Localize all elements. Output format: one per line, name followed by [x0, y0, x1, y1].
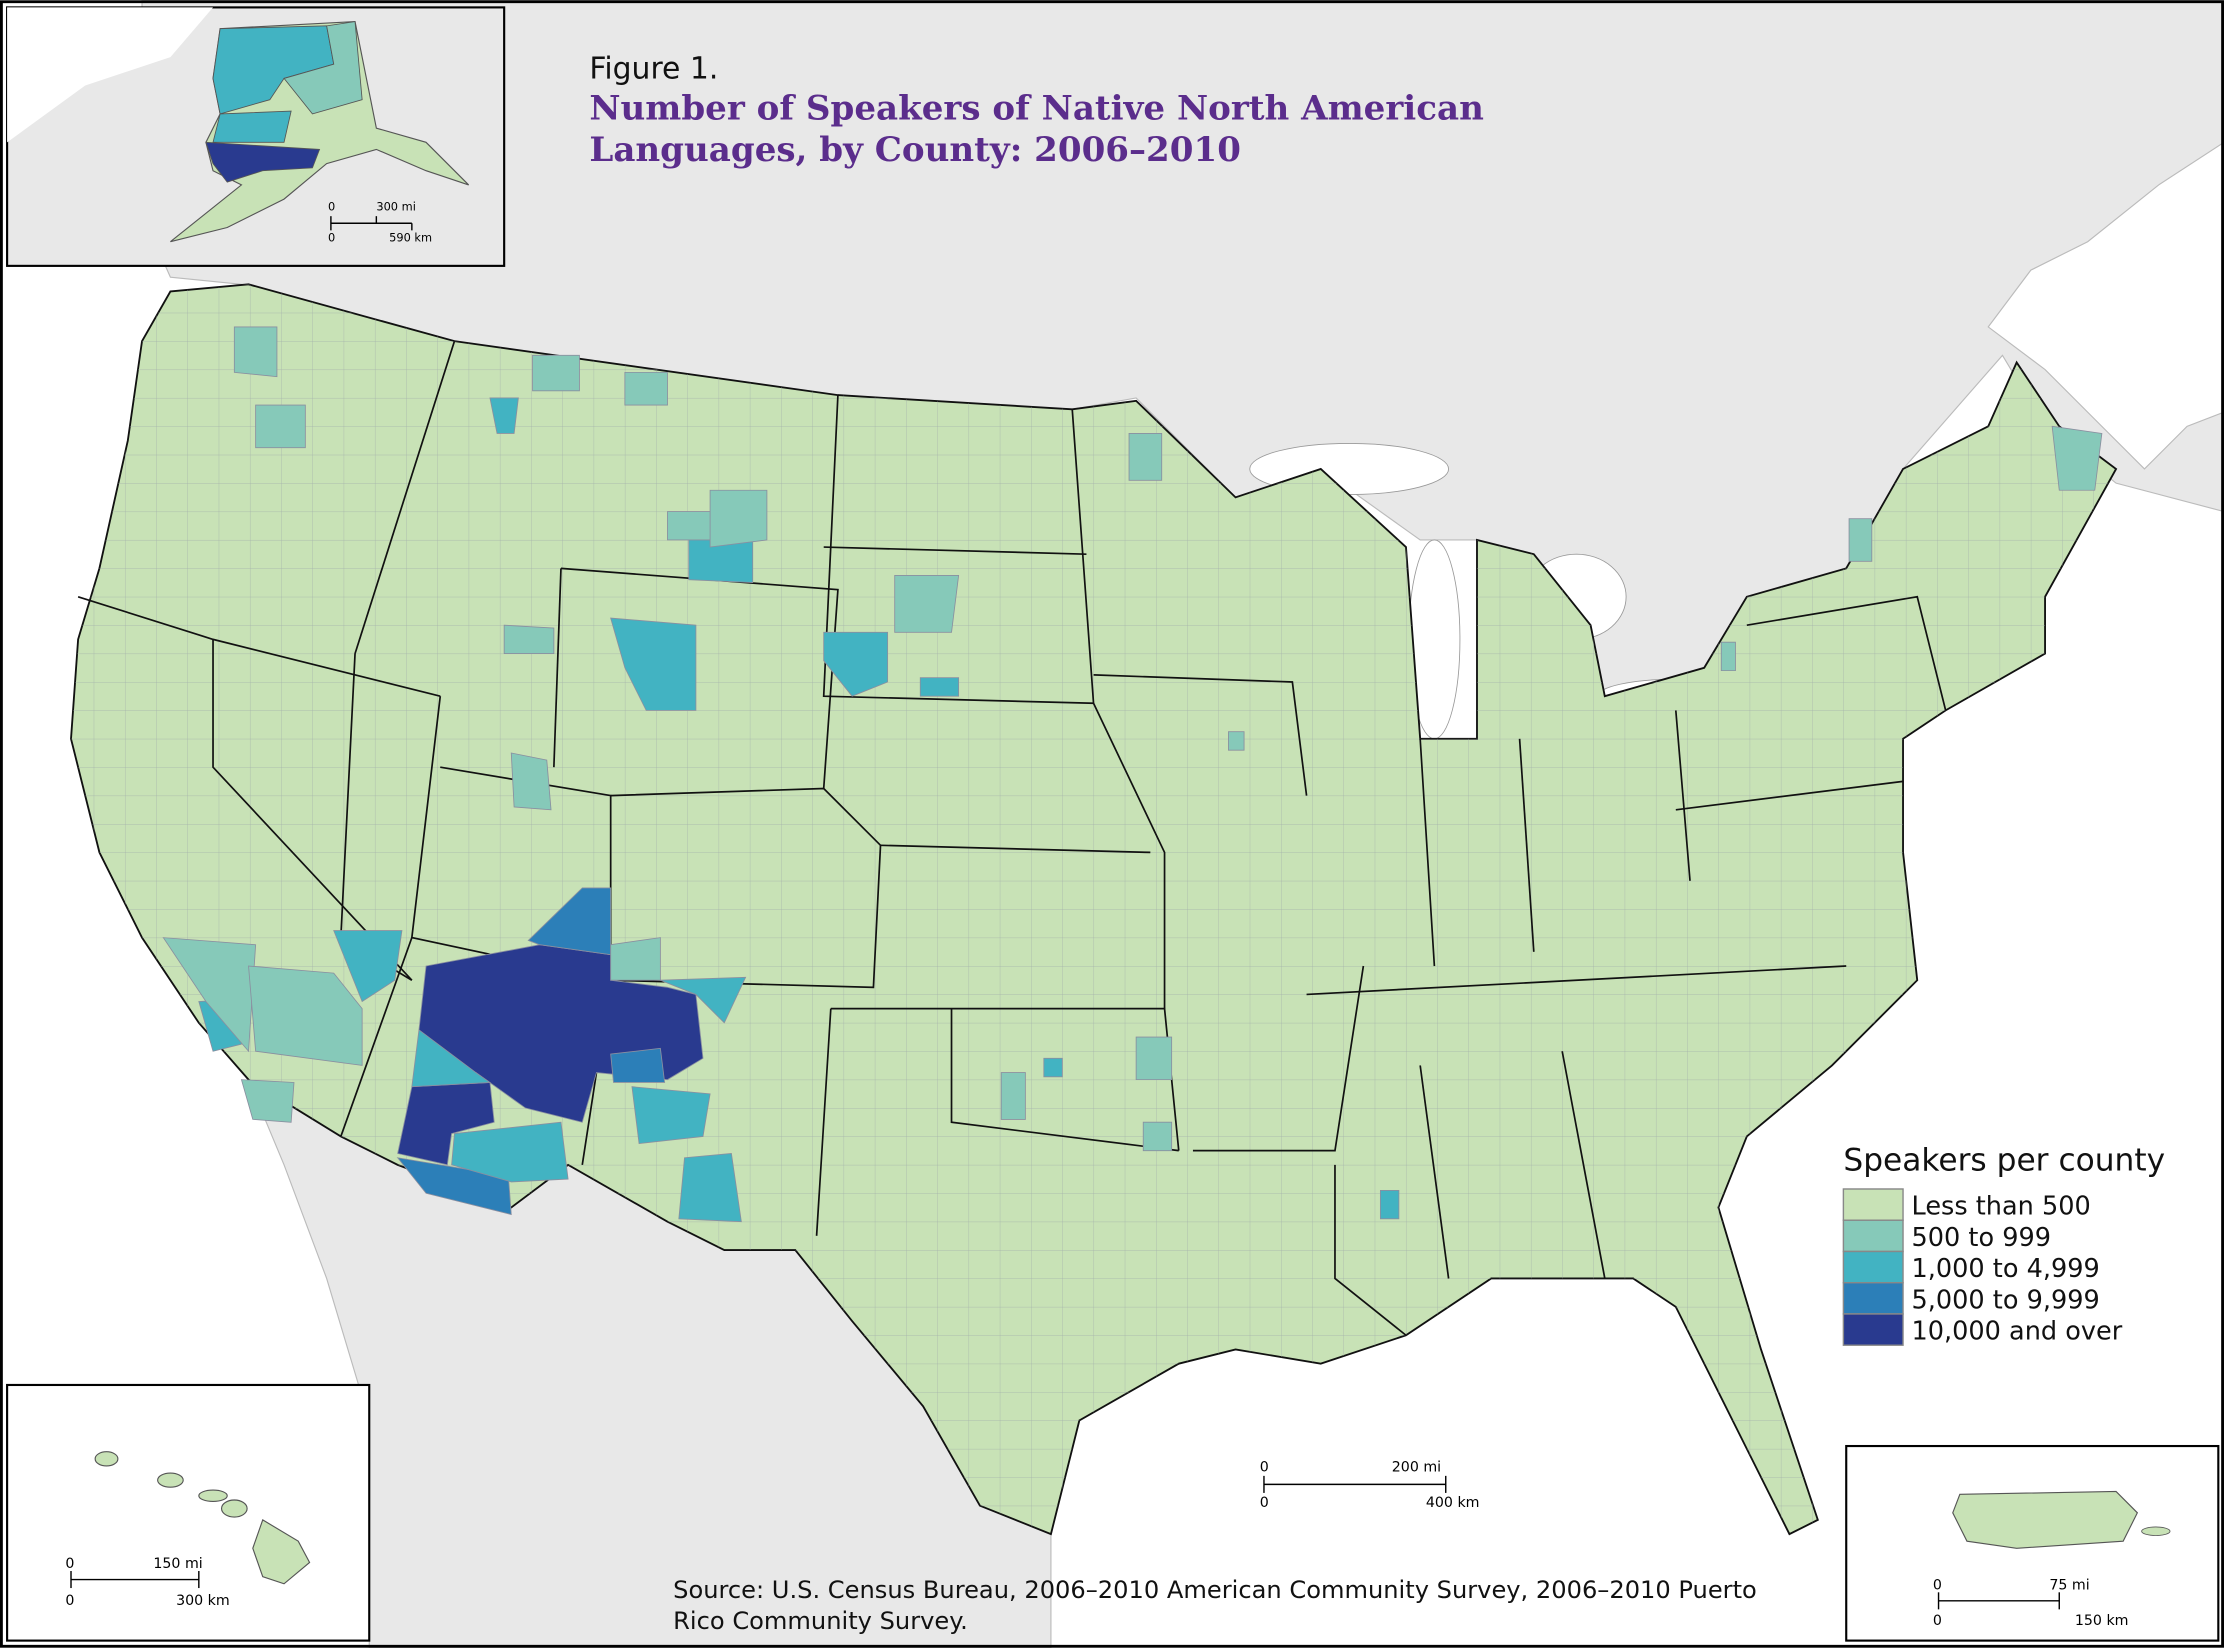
legend-swatch — [1842, 1219, 1904, 1253]
scale-label: 400 km — [1426, 1495, 1480, 1511]
county-class-2 — [1135, 1036, 1173, 1081]
county-class-2 — [667, 511, 711, 541]
legend-swatch — [1842, 1188, 1904, 1221]
scale-label: 300 km — [176, 1593, 230, 1609]
puerto-rico-inset: 0 75 mi 0 150 km — [1845, 1444, 2220, 1642]
legend-label: Less than 500 — [1912, 1192, 2091, 1222]
hawaii-inset: 0 150 mi 0 300 km — [6, 1383, 371, 1642]
county-class-3 — [631, 1086, 711, 1145]
scale-label: 590 km — [389, 231, 432, 245]
county-class-2 — [532, 354, 580, 392]
source-note-line1: Source: U.S. Census Bureau, 2006–2010 Am… — [673, 1576, 1757, 1604]
scale-label: 0 — [65, 1593, 74, 1609]
map-title-line2: Languages, by County: 2006–2010 — [589, 130, 1241, 170]
county-class-2 — [894, 575, 960, 633]
legend-label: 10,000 and over — [1912, 1317, 2123, 1347]
scale-label: 0 — [1260, 1460, 1269, 1476]
county-class-2 — [2051, 425, 2103, 491]
county-boundaries — [71, 284, 2117, 1535]
scale-label: 75 mi — [2049, 1577, 2089, 1593]
county-class-2 — [709, 489, 768, 548]
scale-label: 0 — [65, 1556, 74, 1572]
scale-label: 150 mi — [153, 1556, 202, 1572]
legend-label: 1,000 to 4,999 — [1912, 1254, 2100, 1284]
county-class-4 — [610, 1047, 666, 1083]
legend-swatch — [1842, 1313, 1904, 1346]
county-class-3 — [823, 631, 889, 697]
alaska-inset: 0 300 mi 0 590 km — [6, 6, 506, 267]
county-class-3 — [660, 976, 747, 1024]
scale-label: 0 — [328, 199, 335, 213]
county-class-2 — [233, 326, 278, 378]
legend-label: 5,000 to 9,999 — [1912, 1285, 2100, 1315]
highlighted-counties — [162, 326, 2103, 1223]
county-class-2 — [610, 937, 661, 981]
county-class-3 — [411, 1029, 492, 1088]
scale-label: 300 mi — [376, 199, 416, 213]
scale-label: 0 — [1933, 1613, 1942, 1629]
state-borders — [77, 340, 1947, 1336]
county-class-2 — [1142, 1121, 1173, 1152]
county-class-3 — [610, 617, 697, 711]
county-class-2 — [510, 752, 552, 811]
county-class-3 — [678, 1153, 742, 1223]
county-class-3 — [919, 677, 960, 697]
map-title-line1: Number of Speakers of Native North Ameri… — [589, 89, 1484, 129]
county-class-2 — [1228, 731, 1245, 751]
county-class-2 — [1848, 518, 1873, 562]
scale-label: 0 — [1933, 1577, 1942, 1593]
county-class-3 — [489, 397, 519, 434]
county-class-2 — [624, 371, 668, 406]
legend-swatch — [1842, 1282, 1904, 1315]
county-class-2 — [1000, 1072, 1026, 1120]
legend-title: Speakers per county — [1843, 1143, 2165, 1179]
county-class-2 — [255, 404, 306, 449]
county-class-3 — [1043, 1057, 1063, 1078]
source-note-line2: Rico Community Survey. — [673, 1607, 968, 1635]
county-class-2 — [1720, 641, 1736, 672]
scale-label: 0 — [328, 231, 335, 245]
county-class-3 — [1379, 1189, 1400, 1220]
legend-label: 500 to 999 — [1912, 1223, 2051, 1253]
county-class-2 — [503, 624, 555, 655]
county-class-2 — [248, 965, 363, 1066]
county-class-2 — [162, 937, 257, 1053]
county-class-2 — [1128, 433, 1163, 481]
scale-label: 200 mi — [1392, 1460, 1441, 1476]
scale-label: 0 — [1260, 1495, 1269, 1511]
figure-label: Figure 1. — [589, 51, 718, 86]
county-class-3 — [451, 1121, 569, 1183]
legend-swatch — [1842, 1250, 1904, 1284]
county-class-4 — [527, 887, 612, 956]
main-scale-bar: 0 200 mi 0 400 km — [1260, 1460, 1480, 1512]
scale-label: 150 km — [2075, 1613, 2129, 1629]
county-class-3 — [333, 930, 403, 1003]
county-class-2 — [240, 1079, 295, 1123]
